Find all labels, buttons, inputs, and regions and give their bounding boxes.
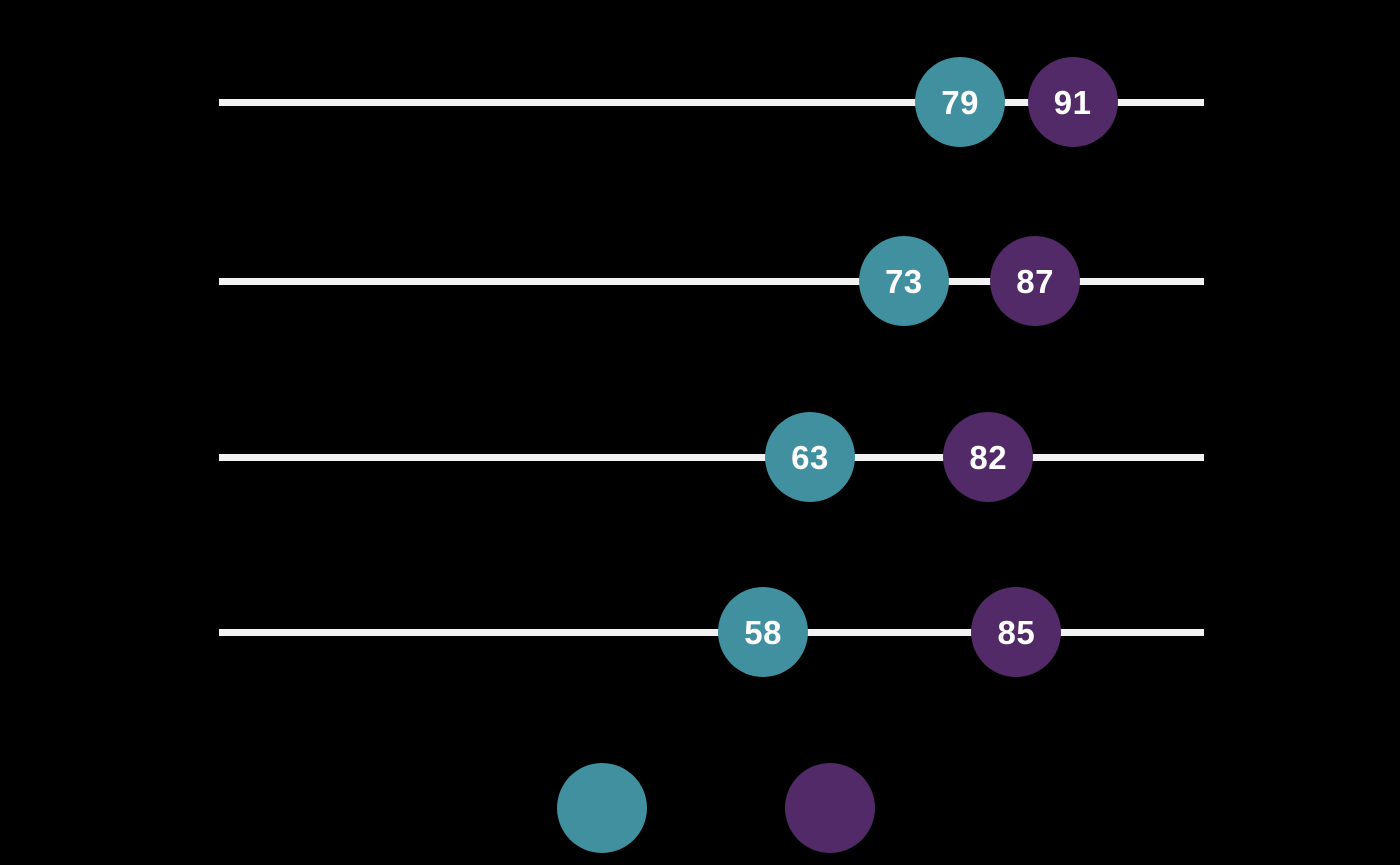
legend-swatch-purple xyxy=(785,763,875,853)
teal-data-point: 73 xyxy=(858,236,949,326)
purple-data-point: 91 xyxy=(1027,57,1118,147)
teal-data-point: 58 xyxy=(718,587,809,677)
row-connector-line xyxy=(219,628,1204,636)
purple-data-point: 85 xyxy=(971,587,1062,677)
purple-data-point: 82 xyxy=(943,412,1034,502)
legend-swatch-teal xyxy=(557,763,647,853)
row-connector-line xyxy=(219,453,1204,461)
purple-data-point: 87 xyxy=(990,236,1081,326)
row-connector-line xyxy=(219,277,1204,285)
teal-data-point: 63 xyxy=(765,412,855,502)
teal-data-point: 79 xyxy=(915,57,1006,147)
row-connector-line xyxy=(219,98,1204,106)
